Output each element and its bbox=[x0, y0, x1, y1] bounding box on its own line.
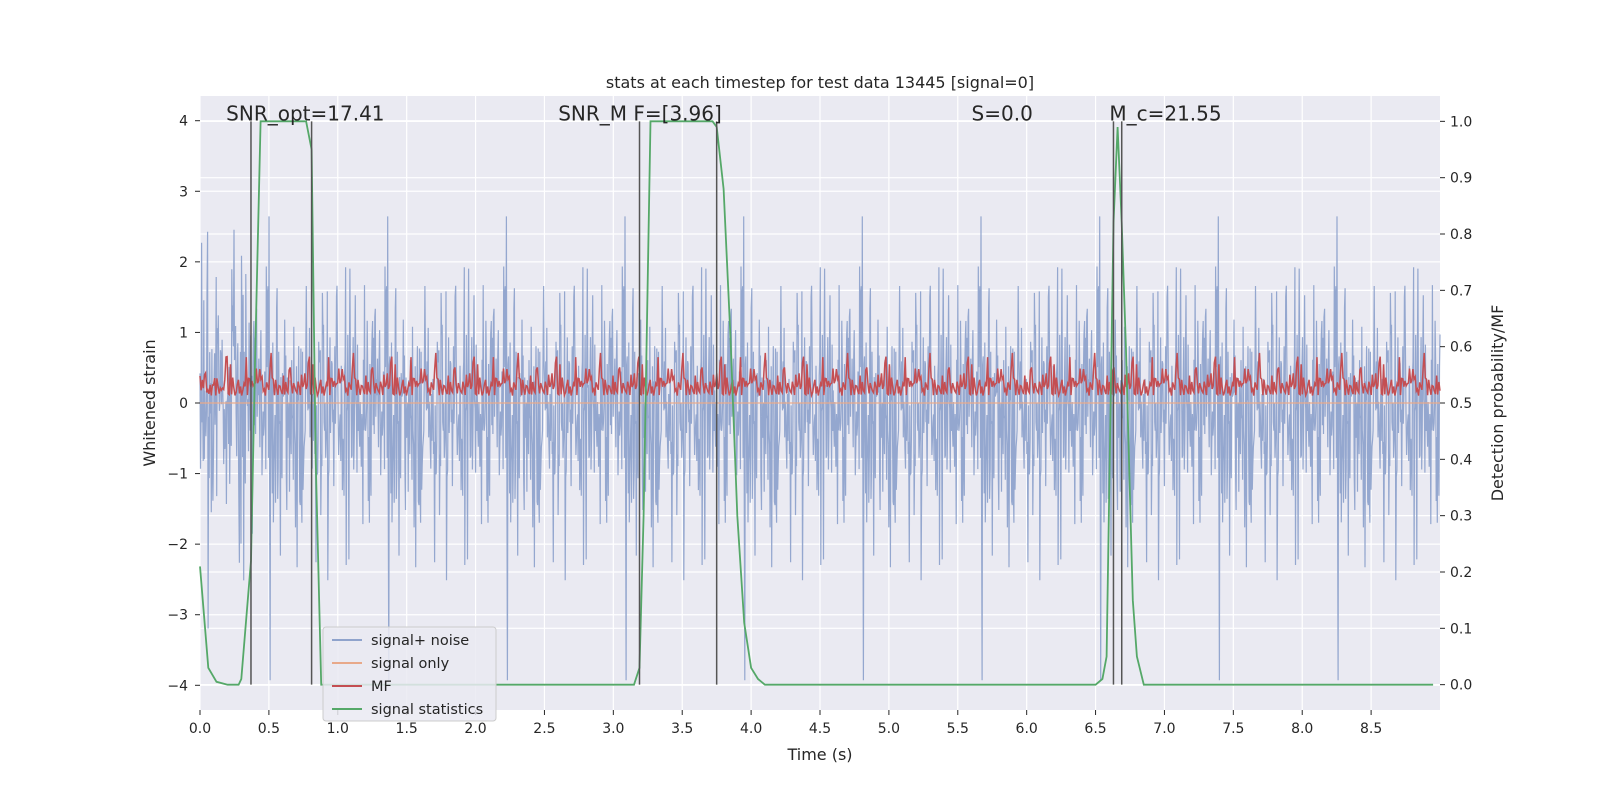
legend: signal+ noise signal only MF signal stat… bbox=[322, 626, 497, 722]
x-tick-label: 8.0 bbox=[1291, 721, 1313, 737]
y2-axis-label: Detection probability/MF bbox=[1488, 305, 1507, 502]
legend-label-signal-noise: signal+ noise bbox=[371, 633, 469, 649]
y-tick-label: −2 bbox=[167, 537, 188, 553]
y2-tick-label: 0.2 bbox=[1450, 565, 1472, 581]
y2-tick-label: 0.7 bbox=[1450, 283, 1472, 299]
y2-tick-label: 0.5 bbox=[1450, 396, 1472, 412]
y-tick-label: −4 bbox=[167, 678, 188, 694]
y2-tick-label: 0.9 bbox=[1450, 171, 1472, 187]
x-tick-label: 4.0 bbox=[740, 721, 762, 737]
y-tick-label: 4 bbox=[179, 114, 188, 130]
y-tick-label: −1 bbox=[167, 467, 188, 483]
y-tick-label: −3 bbox=[167, 608, 188, 624]
series-line-mf bbox=[199, 352, 1441, 399]
legend-label-mf: MF bbox=[371, 679, 392, 695]
annotations: SNR_opt=17.41 SNR_M F=[3.96] S=0.0 M_c=2… bbox=[226, 102, 1221, 126]
x-tick-label: 0.0 bbox=[189, 721, 211, 737]
x-tick-label: 4.5 bbox=[809, 721, 831, 737]
y-tick-label: 3 bbox=[179, 184, 188, 200]
chart-title: stats at each timestep for test data 134… bbox=[606, 73, 1034, 92]
y-tick-label: 0 bbox=[179, 396, 188, 412]
legend-box bbox=[322, 626, 497, 722]
legend-label-signal-only: signal only bbox=[371, 656, 450, 672]
x-axis-label: Time (s) bbox=[786, 745, 852, 764]
y2-tick-label: 0.1 bbox=[1450, 621, 1472, 637]
y-tick-label: 1 bbox=[179, 325, 188, 341]
x-tick-label: 1.5 bbox=[396, 721, 418, 737]
x-tick-label: 5.5 bbox=[947, 721, 969, 737]
mf-series bbox=[199, 352, 1441, 399]
y-axis-label: Whitened strain bbox=[140, 339, 159, 466]
x-tick-label: 6.0 bbox=[1016, 721, 1038, 737]
x-tick-label: 3.0 bbox=[602, 721, 624, 737]
x-tick-label: 2.5 bbox=[533, 721, 555, 737]
x-tick-label: 5.0 bbox=[878, 721, 900, 737]
y-tick-label: 2 bbox=[179, 255, 188, 271]
x-tick-label: 8.5 bbox=[1360, 721, 1382, 737]
y2-tick-label: 0.3 bbox=[1450, 509, 1472, 525]
legend-label-signal-statistics: signal statistics bbox=[371, 702, 483, 718]
y2-tick-label: 0.0 bbox=[1450, 678, 1472, 694]
x-tick-label: 2.0 bbox=[464, 721, 486, 737]
annotation-snr-mf: SNR_M F=[3.96] bbox=[558, 102, 722, 126]
x-axis-ticks: 0.0 0.5 1.0 1.5 2.0 2.5 3.0 3.5 4.0 4.5 5.0 5.5 6.0 6… bbox=[189, 710, 1382, 737]
y2-tick-label: 0.8 bbox=[1450, 227, 1472, 243]
signal-noise-series bbox=[199, 216, 1441, 681]
x-tick-label: 3.5 bbox=[671, 721, 693, 737]
x-tick-label: 7.5 bbox=[1222, 721, 1244, 737]
x-tick-label: 7.0 bbox=[1153, 721, 1175, 737]
x-tick-label: 0.5 bbox=[258, 721, 280, 737]
y2-tick-label: 1.0 bbox=[1450, 114, 1472, 130]
series-line-signal-noise bbox=[199, 216, 1441, 681]
series-line-signal-statistics bbox=[199, 120, 1434, 686]
annotation-snr-opt: SNR_opt=17.41 bbox=[226, 102, 384, 126]
x-tick-label: 6.5 bbox=[1084, 721, 1106, 737]
y-axis-ticks: 4 3 2 1 0 −1 −2 −3 −4 bbox=[167, 114, 200, 694]
y2-tick-label: 0.4 bbox=[1450, 452, 1472, 468]
signal-statistics-series bbox=[199, 120, 1434, 686]
x-tick-label: 1.0 bbox=[327, 721, 349, 737]
annotation-mc: M_c=21.55 bbox=[1109, 102, 1221, 126]
y2-axis-ticks: 1.0 0.9 0.8 0.7 0.6 0.5 0.4 0.3 0.2 0.1 0.0 bbox=[1440, 114, 1472, 694]
annotation-s: S=0.0 bbox=[972, 102, 1033, 126]
y2-tick-label: 0.6 bbox=[1450, 340, 1472, 356]
detection-boundaries bbox=[250, 121, 1123, 685]
